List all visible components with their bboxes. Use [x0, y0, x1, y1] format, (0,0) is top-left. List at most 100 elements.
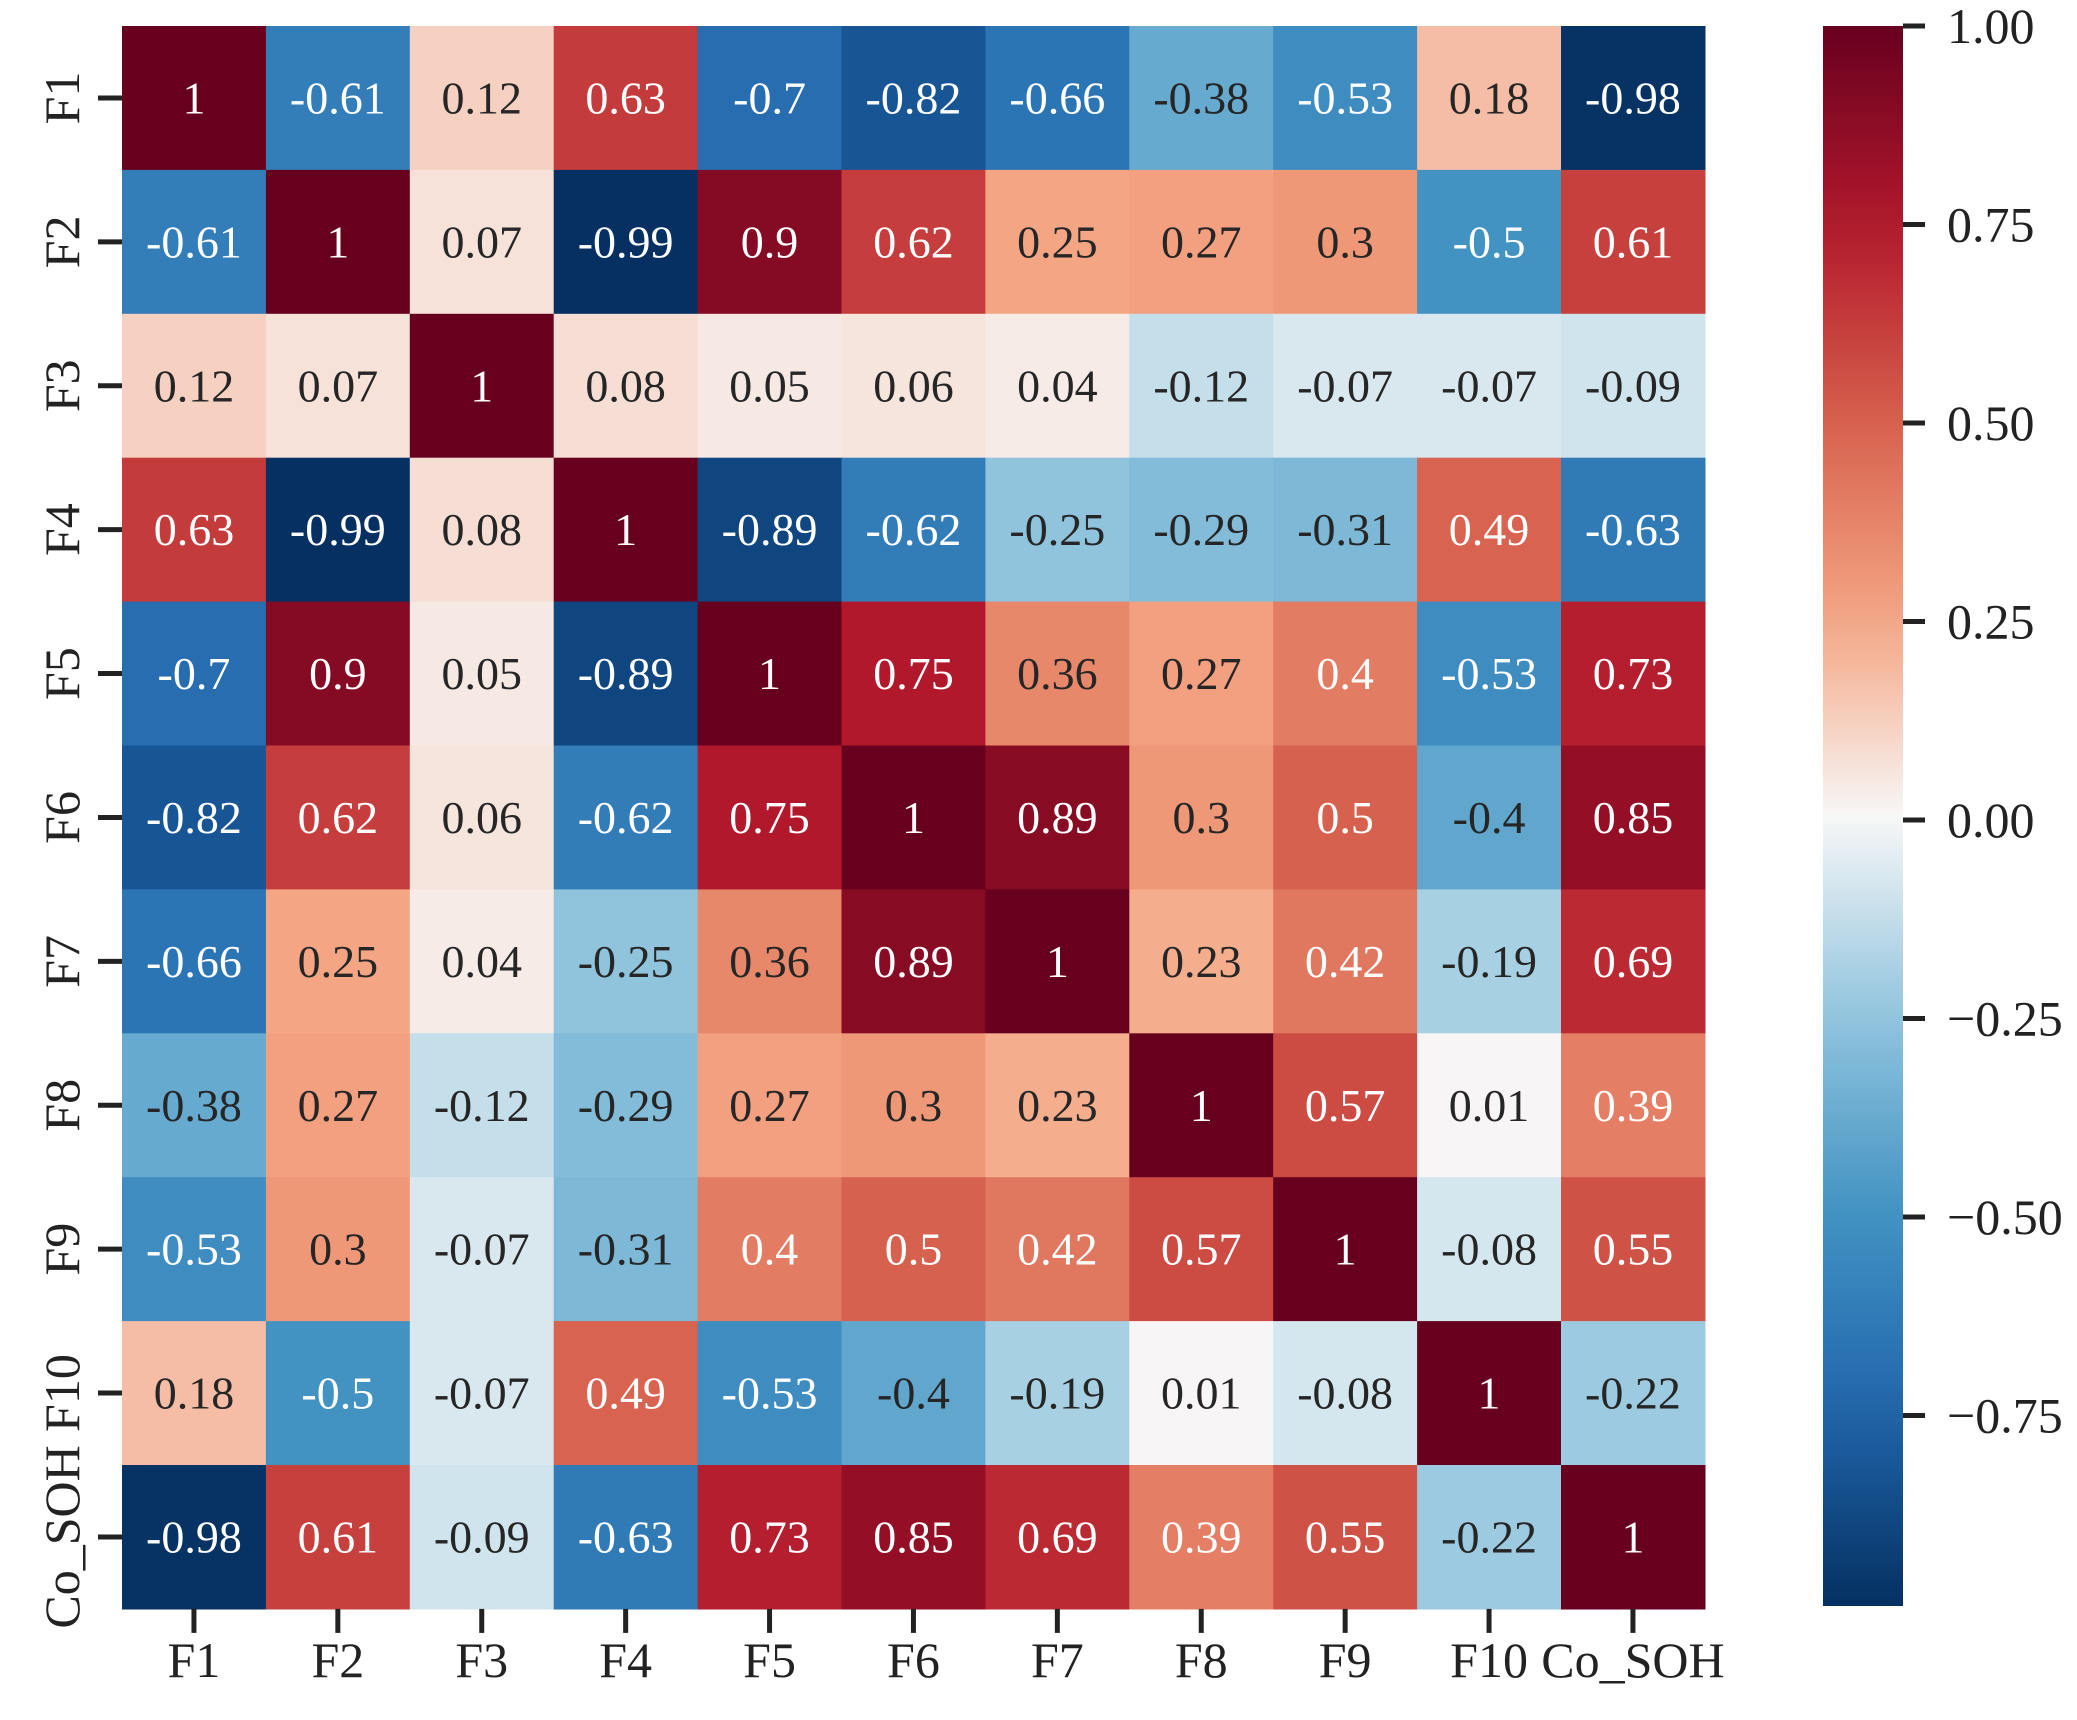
cell-value-label: -0.12: [1153, 360, 1249, 411]
colorbar-tick-label: 0.75: [1947, 196, 2035, 252]
cell-value-label: -0.89: [722, 504, 818, 555]
heatmap-cell: [1417, 1177, 1562, 1322]
heatmap-cell: [122, 26, 267, 171]
cell-value-label: 0.23: [1161, 936, 1242, 987]
cell-value-label: -0.63: [1585, 504, 1681, 555]
heatmap-cell: [697, 457, 843, 603]
y-tick-label: F9: [34, 1223, 90, 1276]
heatmap-cell: [1129, 26, 1274, 171]
heatmap-cell: [1129, 1321, 1274, 1466]
cell-value-label: 1: [1621, 1511, 1644, 1562]
heatmap-cell: [1417, 169, 1562, 315]
cell-value-label: 0.01: [1161, 1368, 1242, 1419]
heatmap-cell: [553, 601, 699, 747]
heatmap-cell: [122, 1321, 267, 1466]
cell-value-label: -0.38: [146, 1080, 242, 1131]
cell-value-label: -0.31: [1297, 504, 1393, 555]
cell-value-label: 1: [1334, 1224, 1357, 1275]
heatmap-cell: [1561, 1465, 1706, 1610]
heatmap-cell: [553, 889, 699, 1034]
heatmap-cell: [122, 889, 267, 1034]
x-tick-label: F3: [455, 1632, 508, 1688]
y-tick-label: F4: [34, 503, 90, 556]
cell-value-label: 0.89: [1017, 792, 1098, 843]
heatmap-cell: [1129, 457, 1274, 603]
heatmap-cell: [265, 313, 411, 459]
cell-value-label: 0.23: [1017, 1080, 1098, 1131]
cell-value-label: 0.49: [585, 1368, 666, 1419]
y-tick-label: F6: [34, 791, 90, 844]
colorbar-tick-label: 1.00: [1947, 0, 2035, 54]
heatmap-cell: [697, 889, 843, 1034]
heatmap-cell: [985, 457, 1130, 603]
heatmap-cell: [1417, 745, 1562, 890]
heatmap-cell: [1417, 1033, 1562, 1178]
cell-value-label: 0.9: [741, 216, 799, 267]
cell-value-label: 0.27: [729, 1080, 810, 1131]
heatmap-cell: [409, 313, 555, 459]
cell-value-label: 1: [902, 792, 925, 843]
heatmap-cell: [1273, 601, 1418, 747]
cell-value-label: 0.12: [154, 360, 235, 411]
heatmap-cell: [122, 169, 267, 315]
heatmap-cell: [697, 26, 843, 171]
heatmap-cell: [1273, 889, 1418, 1034]
y-tick-label: F5: [34, 647, 90, 700]
y-tick-label: F2: [34, 215, 90, 268]
colorbar-tick-label: 0.50: [1947, 395, 2035, 451]
x-tick-label: F5: [743, 1632, 796, 1688]
cell-value-label: -0.07: [434, 1368, 530, 1419]
heatmap-cell: [409, 169, 555, 315]
heatmap-cell: [841, 1321, 986, 1466]
cell-value-label: 0.4: [741, 1224, 799, 1275]
cell-value-label: 0.61: [1593, 216, 1674, 267]
cell-value-label: 0.27: [298, 1080, 379, 1131]
heatmap-cell: [841, 457, 986, 603]
cell-value-label: 0.04: [1017, 360, 1098, 411]
heatmap-cell: [985, 1321, 1130, 1466]
heatmap-cell: [1273, 169, 1418, 315]
cell-value-label: 0.3: [1173, 792, 1231, 843]
heatmap-cell: [1273, 1465, 1418, 1610]
heatmap-cell: [409, 1033, 555, 1178]
y-tick-label: F3: [34, 359, 90, 412]
cell-value-label: -0.62: [578, 792, 674, 843]
cell-value-label: 0.5: [1316, 792, 1374, 843]
heatmap-cell: [1417, 313, 1562, 459]
cell-value-label: -0.53: [146, 1224, 242, 1275]
colorbar-tick-label: −0.75: [1947, 1387, 2063, 1443]
heatmap-cell: [1417, 457, 1562, 603]
heatmap-cell: [122, 1033, 267, 1178]
cell-value-label: -0.12: [434, 1080, 530, 1131]
y-axis: F1 F2 F3 F4 F5 F6 F7 F8 F9 F10 Co_SOH: [34, 72, 122, 1629]
cell-value-label: 0.07: [442, 216, 523, 267]
heatmap-cell: [265, 889, 411, 1034]
y-tick-label: Co_SOH: [34, 1445, 90, 1628]
cell-value-label: 0.69: [1593, 936, 1674, 987]
heatmap-cell: [1129, 1033, 1274, 1178]
y-tick-label: F7: [34, 935, 90, 988]
heatmap-cell: [1129, 313, 1274, 459]
colorbar-gradient: [1823, 26, 1903, 1606]
cell-value-label: -0.09: [434, 1511, 530, 1562]
heatmap-cell: [265, 601, 411, 747]
heatmap-cell: [265, 169, 411, 315]
heatmap-cell: [409, 1321, 555, 1466]
cell-value-label: 0.39: [1593, 1080, 1674, 1131]
cell-value-label: 0.3: [309, 1224, 367, 1275]
heatmap-cell: [841, 889, 986, 1034]
cell-value-label: -0.4: [877, 1368, 950, 1419]
cell-value-label: 0.25: [298, 936, 379, 987]
cell-value-label: 0.61: [298, 1511, 379, 1562]
heatmap-cell: [841, 601, 986, 747]
heatmap-cell: [122, 601, 267, 747]
cell-value-label: 0.42: [1305, 936, 1386, 987]
heatmap-cell: [985, 313, 1130, 459]
heatmap-cell: [553, 1177, 699, 1322]
heatmap-cell: [553, 26, 699, 171]
heatmap-cells: 1 -0.61 0.12 0.63 -0.7 -0.82 -0.66 -0.38 -0.53 0.…: [122, 26, 1706, 1610]
cell-value-label: -0.07: [434, 1224, 530, 1275]
cell-value-label: -0.5: [1453, 216, 1526, 267]
heatmap-cell: [553, 313, 699, 459]
